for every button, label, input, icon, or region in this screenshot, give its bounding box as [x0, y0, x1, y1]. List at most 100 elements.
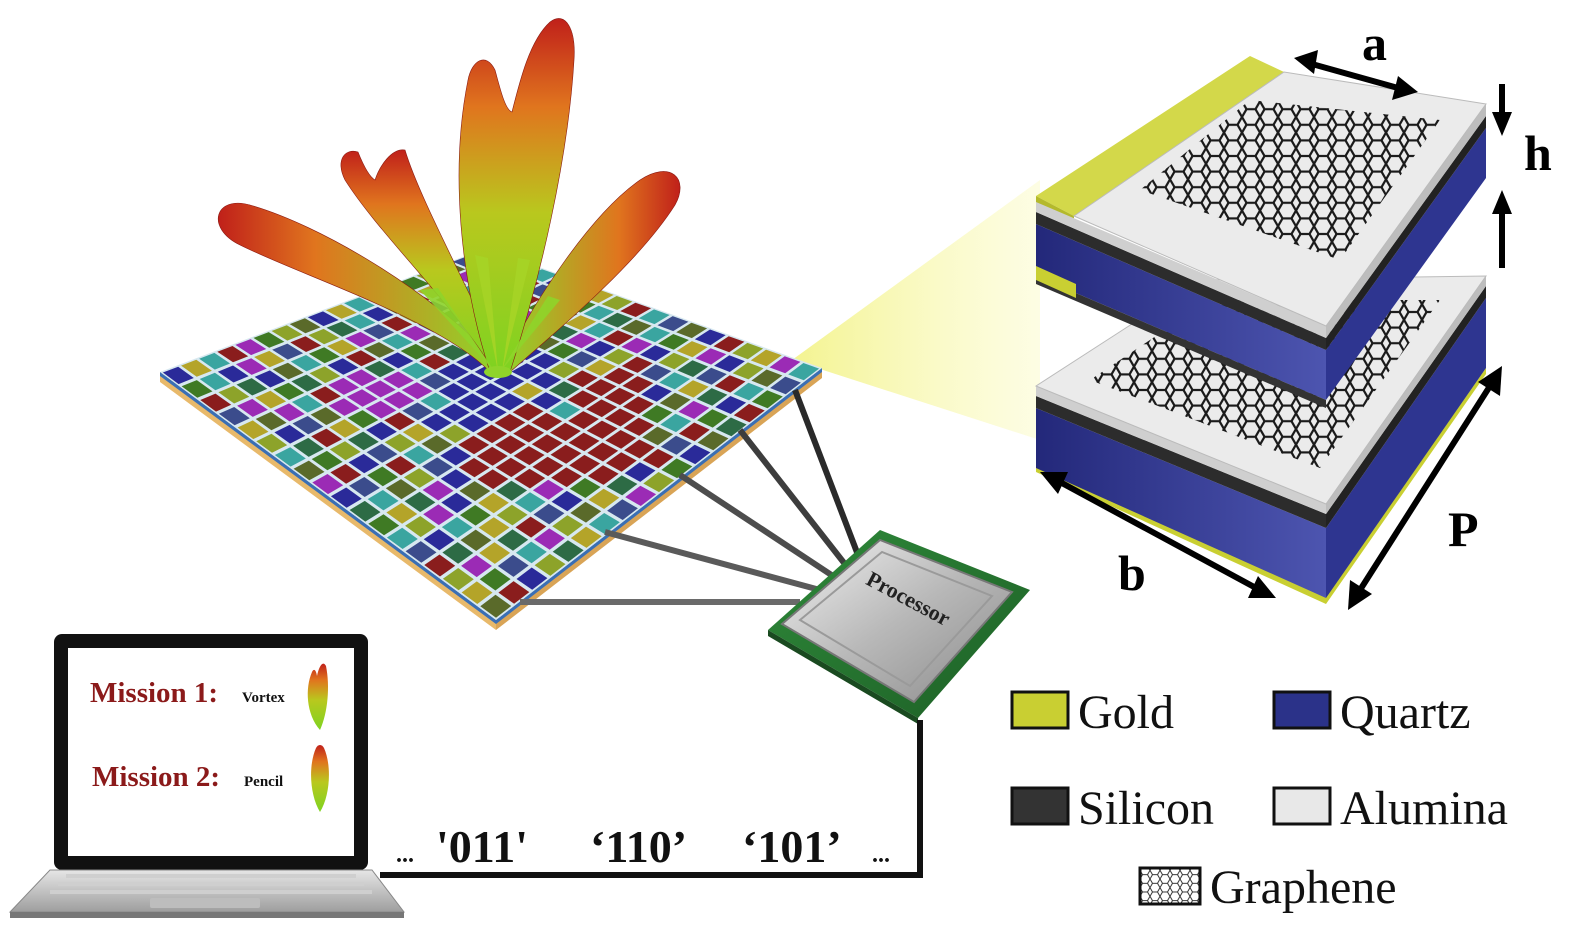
coding-tile	[403, 468, 435, 488]
coding-tile	[586, 399, 618, 418]
code-011: '011'	[436, 821, 528, 872]
coding-tile	[218, 385, 250, 404]
beam-lobe-far-right	[504, 171, 681, 373]
coding-tile	[235, 339, 267, 356]
beam-lobe-left	[340, 149, 501, 369]
coding-tile	[254, 350, 285, 368]
coding-tile	[235, 358, 267, 375]
legend-label-gold: Gold	[1078, 686, 1174, 739]
coding-tile	[695, 367, 727, 385]
coding-tile	[363, 324, 395, 340]
mission1-mode: Vortex	[242, 690, 285, 706]
coding-tile	[386, 503, 418, 524]
coding-tile	[607, 499, 638, 520]
coding-tile	[328, 377, 360, 395]
coding-tile	[513, 424, 545, 443]
coding-tile	[769, 356, 801, 374]
coding-tile	[383, 391, 415, 409]
coding-tile	[622, 396, 654, 415]
coding-tile	[658, 334, 689, 350]
coding-tile	[606, 475, 638, 496]
coding-tile	[714, 355, 745, 372]
coding-tile	[620, 302, 652, 317]
coding-tile	[624, 462, 656, 482]
unit-cell-upper	[1036, 56, 1487, 408]
coding-tile	[588, 513, 620, 534]
coding-tile	[568, 411, 599, 430]
coding-tile	[385, 479, 417, 500]
coding-tile	[659, 372, 691, 390]
coding-tile	[344, 297, 375, 312]
coding-tile	[438, 383, 470, 401]
coding-tile	[623, 417, 655, 436]
coding-tile	[237, 398, 268, 417]
legend-swatch-gold	[1010, 690, 1070, 730]
coding-tile	[386, 527, 418, 549]
coding-tile	[660, 413, 692, 433]
coding-tile	[290, 355, 322, 372]
coding-tile	[696, 388, 728, 406]
coding-tile	[732, 362, 764, 380]
coding-tile	[329, 419, 361, 438]
coding-tile	[458, 458, 490, 478]
coding-tile	[480, 594, 512, 618]
coding-tile	[695, 348, 727, 365]
coding-tile	[437, 363, 469, 380]
code-leading-ellipsis: ...	[396, 842, 414, 868]
coding-tile	[293, 437, 324, 457]
coding-tile	[418, 335, 450, 351]
coding-tile	[531, 434, 563, 454]
coding-tile	[515, 541, 547, 564]
coding-tile	[292, 416, 324, 435]
coding-tile	[325, 304, 357, 319]
binary-codes: ... '011' ‘110’ ‘101’ ...	[396, 821, 890, 872]
coding-tile	[366, 421, 397, 441]
coding-tile	[602, 312, 633, 328]
code-101: ‘101’	[742, 821, 842, 872]
coding-tile	[565, 315, 597, 331]
coding-tile	[363, 342, 395, 358]
coding-tile	[308, 347, 340, 364]
coding-tile	[366, 443, 398, 463]
coding-tile	[348, 453, 380, 474]
coding-tile	[552, 515, 584, 537]
zoom-projection	[792, 180, 1040, 440]
radiation-pattern	[217, 18, 681, 378]
coding-tile	[254, 370, 286, 388]
coding-tile	[162, 366, 194, 385]
coding-tile	[643, 472, 675, 493]
coding-tile	[530, 372, 562, 389]
coding-tile	[516, 567, 548, 590]
coding-tile	[493, 373, 525, 390]
coding-tile	[420, 413, 452, 432]
coding-tile	[478, 517, 510, 539]
coding-tile	[385, 456, 417, 476]
coding-tile	[751, 369, 783, 387]
coding-tile	[403, 445, 435, 465]
coding-tile	[660, 435, 692, 455]
coding-tile	[547, 325, 579, 341]
coding-tile	[513, 446, 545, 466]
coding-tile	[404, 491, 436, 513]
dimension-a: a	[1362, 15, 1387, 71]
vortex-beam-icon	[307, 663, 328, 730]
coding-tile	[621, 337, 653, 354]
coding-tile	[272, 362, 304, 380]
control-lines	[520, 388, 861, 605]
coding-tile	[199, 352, 231, 370]
coding-tile	[585, 359, 616, 376]
unit-cell-stack	[1034, 56, 1487, 604]
coding-tile	[308, 328, 340, 345]
coding-tile	[676, 322, 708, 339]
data-bus-line	[380, 720, 923, 878]
coding-tile	[566, 370, 598, 388]
mission2-label: Mission 2:	[92, 761, 220, 793]
coding-tile	[291, 374, 323, 392]
coding-tile	[533, 503, 565, 525]
coding-tile	[367, 466, 399, 487]
coding-tile	[200, 393, 232, 412]
coding-tile	[676, 341, 708, 358]
coding-tile	[256, 433, 288, 453]
coding-tile	[384, 433, 416, 453]
coding-tile	[367, 490, 399, 511]
